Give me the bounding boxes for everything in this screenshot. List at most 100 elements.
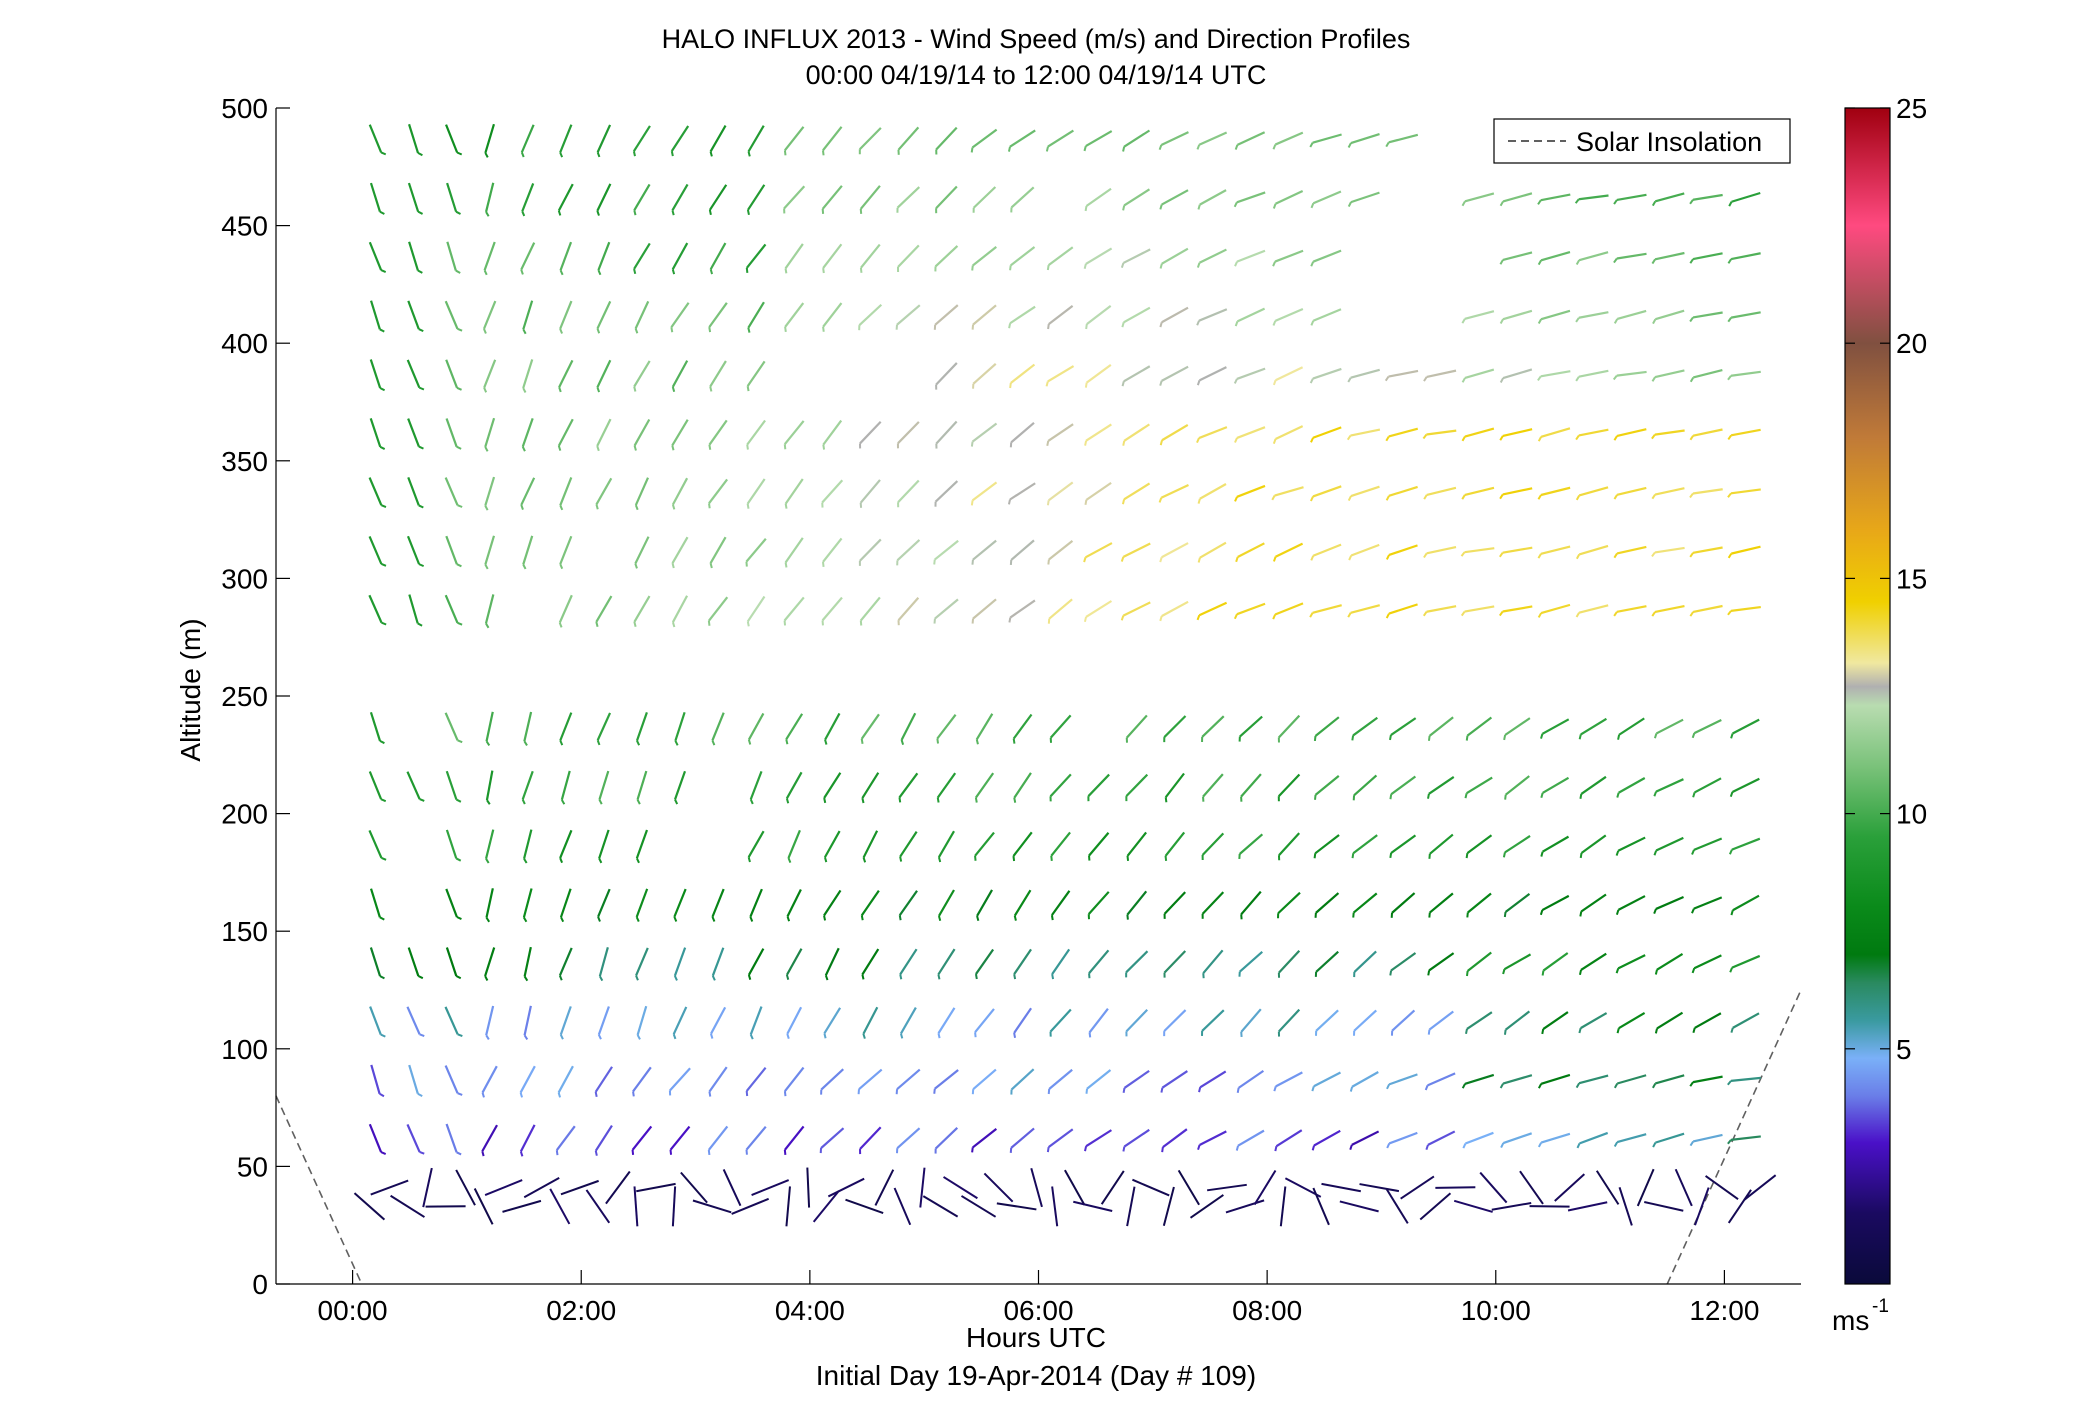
wind-barb bbox=[1655, 1132, 1685, 1144]
wind-barb bbox=[1202, 773, 1224, 798]
wind-barb bbox=[1617, 954, 1646, 970]
wind-barb-flag bbox=[1578, 1027, 1582, 1034]
wind-barb bbox=[1009, 129, 1036, 148]
wind-barb-flag bbox=[785, 798, 790, 804]
wind-barb-flag bbox=[417, 269, 423, 274]
wind-barb-flag bbox=[861, 974, 865, 980]
wind-barb bbox=[934, 1126, 959, 1150]
wind-barb bbox=[1465, 1131, 1494, 1145]
wind-barb-flag bbox=[1612, 374, 1618, 381]
wind-barb-flag bbox=[555, 1150, 559, 1156]
wind-barb bbox=[1350, 191, 1380, 204]
wind-barb bbox=[1730, 605, 1761, 612]
wind-barb bbox=[823, 772, 842, 799]
wind-barb bbox=[708, 302, 728, 328]
wind-barb bbox=[899, 1007, 917, 1035]
wind-barb-flag bbox=[1046, 500, 1050, 506]
colorbar-unit-exponent: -1 bbox=[1872, 1296, 1889, 1317]
wind-barb-flag bbox=[1422, 433, 1428, 440]
wind-barb-flag bbox=[1423, 494, 1428, 500]
wind-barb bbox=[1010, 1068, 1035, 1091]
wind-barb-flag bbox=[1121, 381, 1125, 387]
wind-barb bbox=[822, 243, 843, 269]
wind-barb-flag bbox=[1196, 320, 1200, 326]
wind-barb bbox=[1692, 488, 1723, 495]
wind-barb bbox=[522, 359, 534, 389]
wind-barb bbox=[671, 1186, 677, 1227]
wind-barb-flag bbox=[522, 387, 527, 393]
wind-barb bbox=[1542, 952, 1569, 972]
wind-barb bbox=[1692, 546, 1723, 554]
wind-barb bbox=[523, 1005, 532, 1036]
wind-barb bbox=[1161, 542, 1189, 559]
wind-barb bbox=[523, 711, 533, 742]
wind-barb bbox=[1047, 365, 1075, 383]
wind-barb bbox=[896, 539, 921, 562]
wind-barb-flag bbox=[970, 441, 974, 447]
wind-barb-flag bbox=[1346, 435, 1352, 441]
wind-barb bbox=[1464, 192, 1495, 203]
wind-barb bbox=[823, 1007, 842, 1034]
wind-barb-flag bbox=[417, 975, 424, 980]
wind-barb-flag bbox=[1616, 792, 1620, 798]
wind-barb bbox=[1693, 896, 1723, 910]
wind-barb bbox=[747, 301, 765, 329]
wind-barb-flag bbox=[1464, 792, 1468, 799]
y-axis-ticks: 0 50 100 150 200 250 300 350 400 450 500 bbox=[221, 93, 290, 1300]
wind-barb-flag bbox=[1160, 1087, 1164, 1093]
wind-barb-flag bbox=[1575, 259, 1581, 266]
wind-barb-flag bbox=[418, 504, 424, 509]
wind-barb bbox=[632, 1066, 652, 1093]
wind-barb bbox=[708, 478, 729, 504]
wind-barb bbox=[745, 538, 767, 563]
wind-barb-flag bbox=[1689, 376, 1695, 383]
wind-barb-flag bbox=[1689, 316, 1694, 323]
wind-barb bbox=[784, 537, 804, 564]
wind-barb bbox=[1542, 1011, 1569, 1030]
x-tick-label: 10:00 bbox=[1461, 1295, 1531, 1326]
wind-barb bbox=[709, 125, 727, 153]
wind-barb bbox=[672, 1006, 688, 1035]
wind-barb bbox=[1085, 187, 1112, 207]
wind-barb-flag bbox=[456, 916, 462, 920]
wind-barb-flag bbox=[598, 857, 603, 864]
wind-barb-flag bbox=[632, 1091, 635, 1097]
wind-barb-flag bbox=[1126, 914, 1129, 920]
wind-barb bbox=[899, 948, 918, 975]
wind-barb bbox=[1013, 889, 1032, 917]
wind-barb bbox=[1616, 486, 1647, 496]
wind-barb-flag bbox=[1159, 615, 1163, 622]
wind-barb-flag bbox=[1540, 792, 1544, 799]
wind-barb-flag bbox=[634, 504, 639, 511]
wind-barb bbox=[1692, 252, 1723, 261]
wind-barb bbox=[444, 1006, 459, 1035]
wind-barb bbox=[1578, 369, 1609, 378]
wind-barb bbox=[822, 537, 843, 563]
wind-barb bbox=[1315, 950, 1339, 973]
wind-barb bbox=[1321, 1182, 1361, 1193]
wind-barb-flag bbox=[709, 562, 713, 569]
wind-barb bbox=[861, 772, 880, 799]
wind-barb-flag bbox=[1272, 144, 1277, 150]
wind-barb-flag bbox=[1197, 204, 1201, 210]
wind-barb bbox=[1692, 428, 1723, 437]
wind-barb-flag bbox=[457, 327, 463, 332]
wind-barb-flag bbox=[1461, 318, 1466, 324]
wind-barb bbox=[711, 947, 725, 977]
wind-barb bbox=[558, 359, 574, 388]
wind-barb bbox=[597, 888, 611, 918]
wind-barb-flag bbox=[1689, 611, 1694, 617]
wind-barb-flag bbox=[417, 152, 423, 157]
wind-barb bbox=[1504, 893, 1531, 913]
wind-barb bbox=[1388, 133, 1419, 144]
wind-barb-flag bbox=[1575, 434, 1580, 441]
wind-barb-flag bbox=[861, 797, 865, 804]
wind-barb bbox=[559, 477, 573, 506]
wind-barb bbox=[935, 420, 958, 445]
wind-barb bbox=[859, 185, 881, 210]
wind-barb-flag bbox=[670, 327, 674, 333]
wind-barb bbox=[369, 1006, 382, 1035]
wind-barb-flag bbox=[1730, 909, 1734, 916]
wind-barb bbox=[635, 829, 649, 859]
wind-barb-flag bbox=[1046, 264, 1050, 271]
